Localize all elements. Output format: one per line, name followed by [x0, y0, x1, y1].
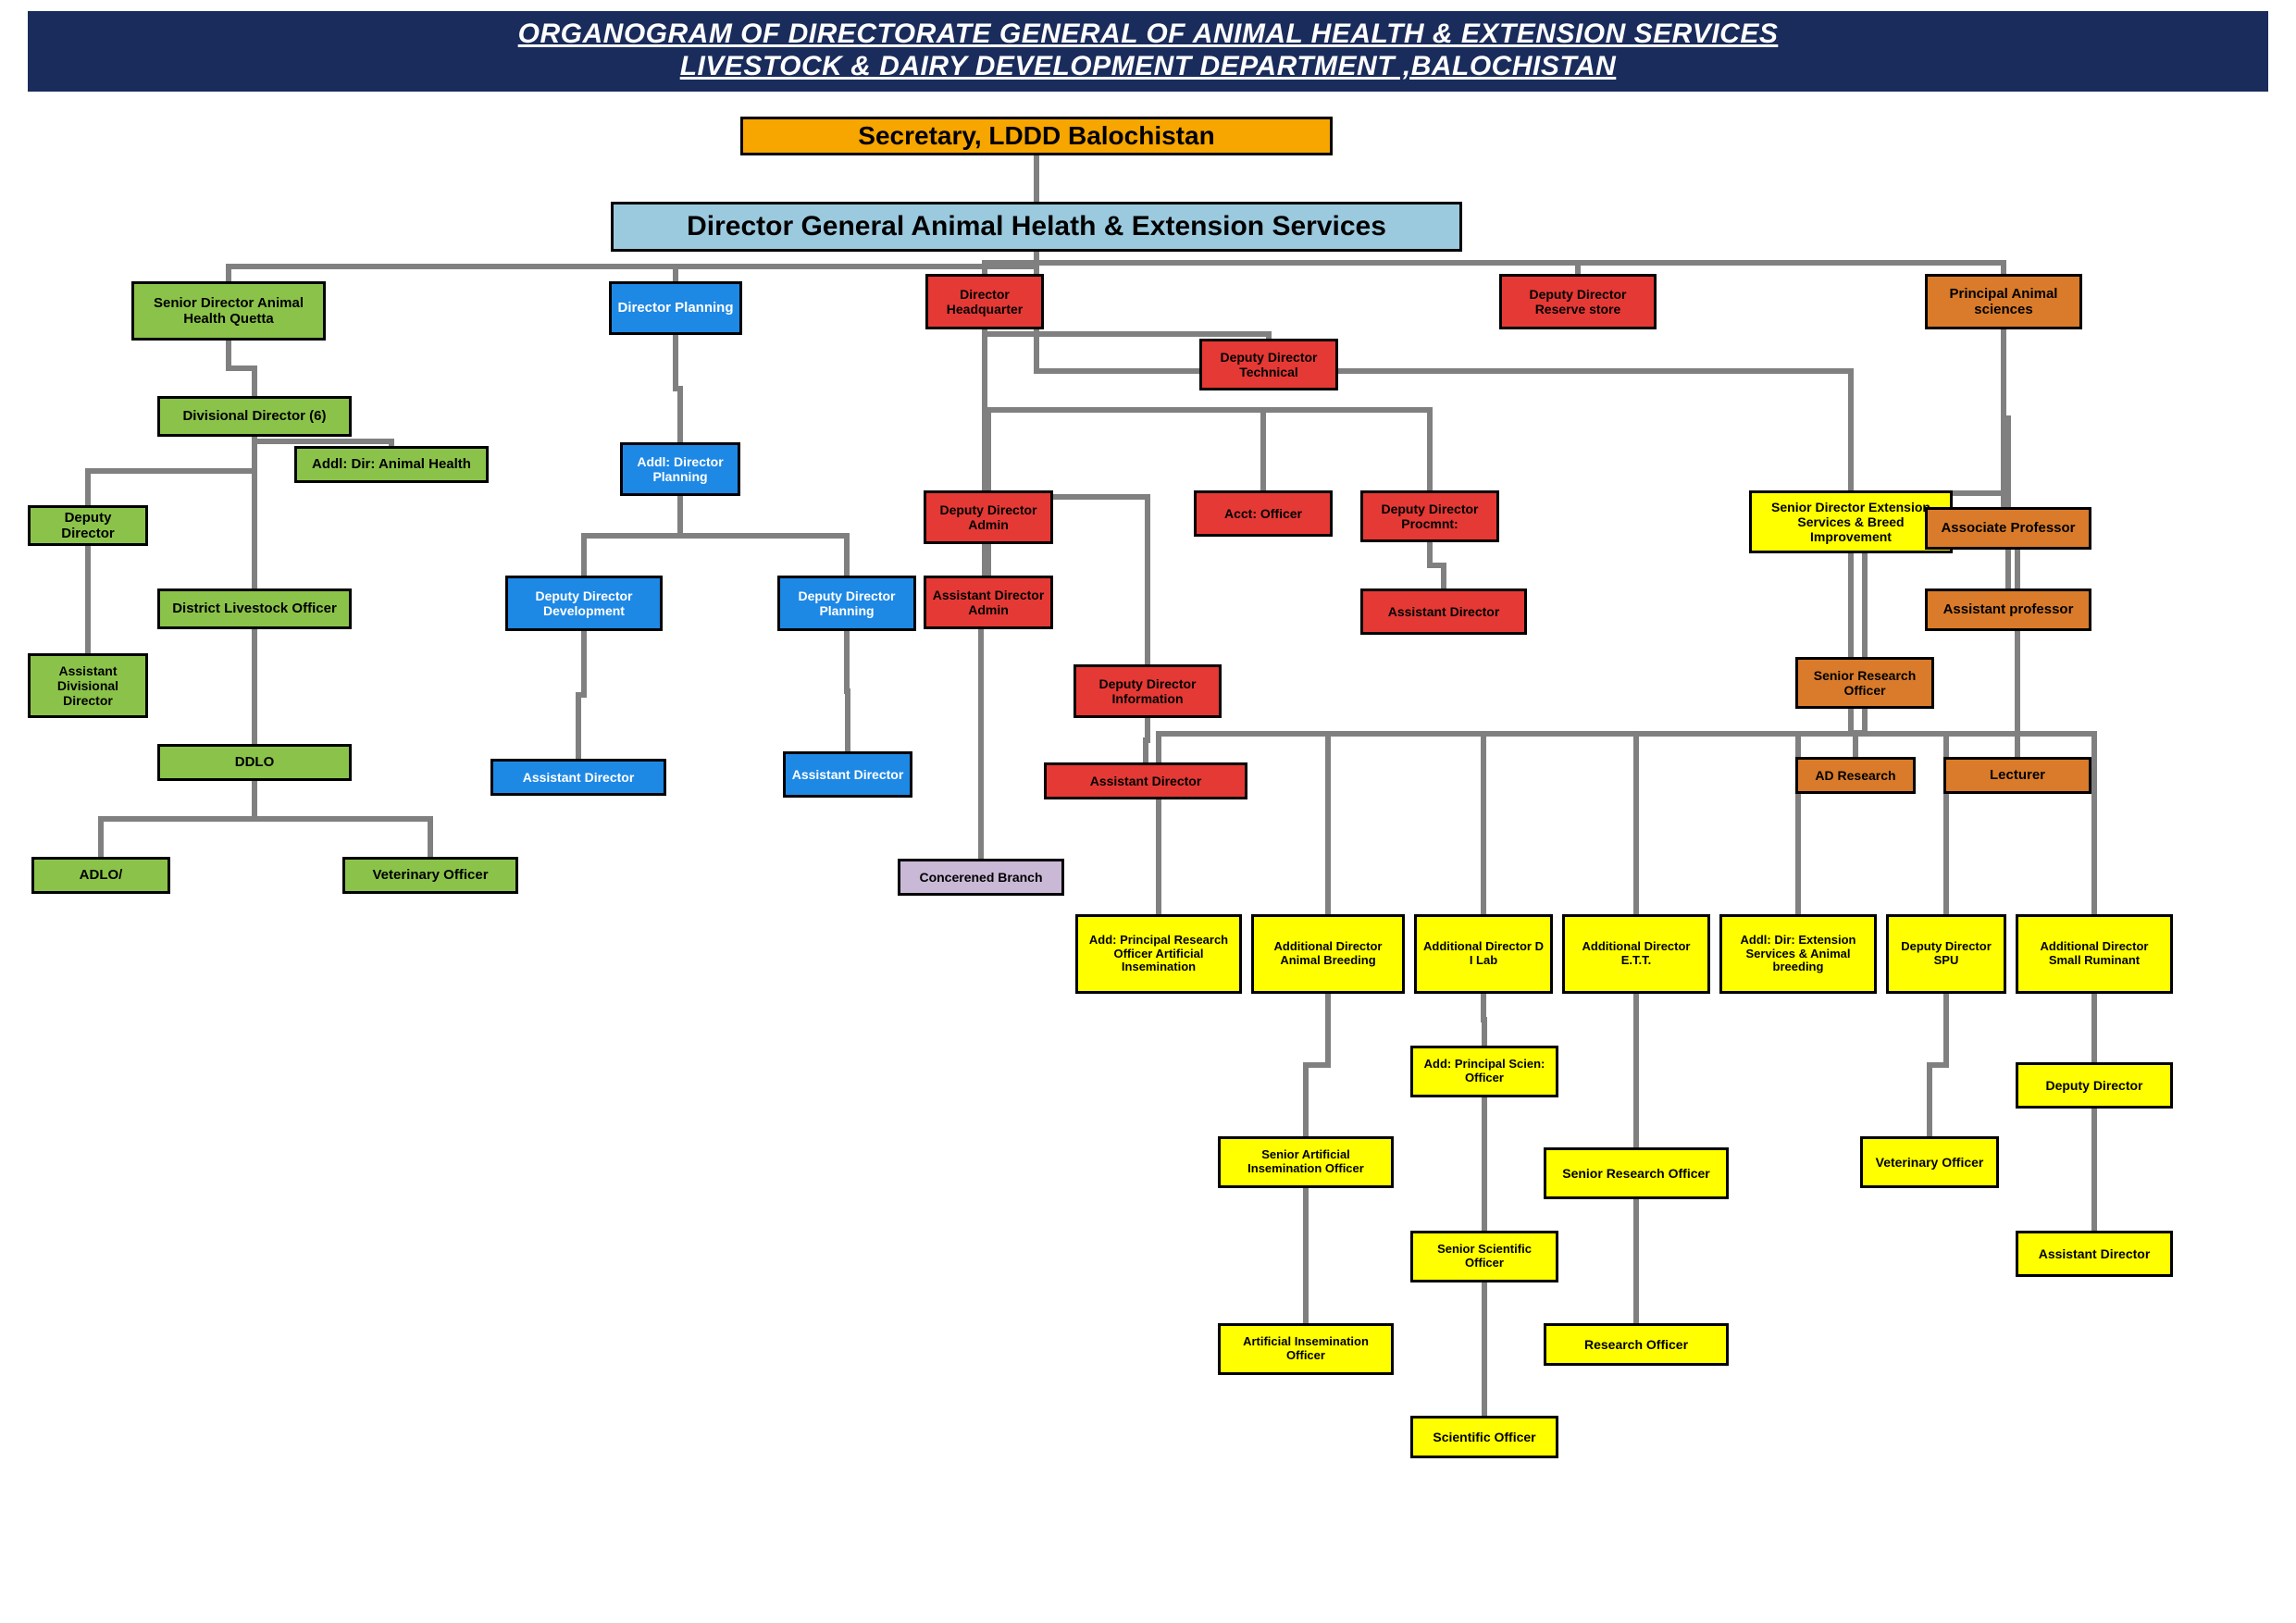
org-node-ddep: Deputy Director [28, 505, 148, 546]
org-node-apso: Add: Principal Scien: Officer [1410, 1046, 1558, 1097]
org-node-adab: Additional Director Animal Breeding [1251, 914, 1405, 994]
org-node-adi: Assistant Director [1044, 762, 1247, 799]
org-node-pas: Principal Animal sciences [1925, 274, 2082, 329]
org-node-adesa: Addl: Dir: Extension Services & Animal b… [1719, 914, 1877, 994]
org-node-so: Scientific Officer [1410, 1416, 1558, 1458]
org-node-adr: Assistant Director [1360, 588, 1527, 635]
org-node-ro: Research Officer [1544, 1323, 1729, 1366]
org-node-dd6: Divisional Director (6) [157, 396, 352, 437]
org-node-aio: Artificial Insemination Officer [1218, 1323, 1394, 1375]
org-node-cb: Concerened Branch [898, 859, 1064, 896]
org-node-adb2: Assistant Director [783, 751, 912, 798]
org-node-aprai: Add: Principal Research Officer Artifici… [1075, 914, 1242, 994]
org-node-sdes: Senior Director Extension Services & Bre… [1749, 490, 1953, 553]
header-line1: ORGANOGRAM OF DIRECTORATE GENERAL OF ANI… [518, 19, 1779, 49]
org-node-ddspu: Deputy Director SPU [1886, 914, 2006, 994]
header-banner: ORGANOGRAM OF DIRECTORATE GENERAL OF ANI… [28, 11, 2268, 92]
org-node-addil: Additional Director D I Lab [1414, 914, 1553, 994]
org-node-ddd: Deputy Director Development [505, 576, 663, 631]
org-node-acct: Acct: Officer [1194, 490, 1333, 537]
org-node-ddt: Deputy Director Technical [1199, 339, 1338, 390]
org-node-srof: Senior Research Officer [1544, 1147, 1729, 1199]
org-node-adah: Addl: Dir: Animal Health [294, 446, 489, 483]
org-node-dp: Director Planning [609, 281, 742, 335]
org-node-ddi: Deputy Director Information [1074, 664, 1222, 718]
org-node-ddlo: DDLO [157, 744, 352, 781]
org-node-sec: Secretary, LDDD Balochistan [740, 117, 1333, 155]
org-node-ad3: Assistant Director [2016, 1231, 2173, 1277]
org-node-dg: Director General Animal Helath & Extensi… [611, 202, 1462, 252]
org-node-dlo: District Livestock Officer [157, 588, 352, 629]
header-line2: LIVESTOCK & DAIRY DEVELOPMENT DEPARTMENT… [680, 51, 1617, 81]
org-node-ddrs: Deputy Director Reserve store [1499, 274, 1657, 329]
org-node-ddp: Deputy Director Planning [777, 576, 916, 631]
org-node-dda: Deputy Director Admin [924, 490, 1053, 544]
org-node-add: Assistant Divisional Director [28, 653, 148, 718]
org-node-adsr: Additional Director Small Ruminant [2016, 914, 2173, 994]
org-node-ap2: Assistant professor [1925, 588, 2091, 631]
org-node-ddpr: Deputy Director Procmnt: [1360, 490, 1499, 542]
org-node-lect: Lecturer [1943, 757, 2091, 794]
org-node-dhq: Director Headquarter [925, 274, 1044, 329]
org-node-adlo: ADLO/ [31, 857, 170, 894]
org-node-dd2: Deputy Director [2016, 1062, 2173, 1109]
org-node-ada: Assistant Director Admin [924, 576, 1053, 629]
org-node-adres: AD Research [1795, 757, 1916, 794]
org-node-saio: Senior Artificial Insemination Officer [1218, 1136, 1394, 1188]
org-node-vo2: Veterinary Officer [1860, 1136, 1999, 1188]
org-node-adp: Addl: Director Planning [620, 442, 740, 496]
org-node-adb: Assistant Director [490, 759, 666, 796]
org-node-vo: Veterinary Officer [342, 857, 518, 894]
org-node-ap1: Associate Professor [1925, 507, 2091, 550]
org-node-sdq: Senior Director Animal Health Quetta [131, 281, 326, 341]
org-node-adett: Additional Director E.T.T. [1562, 914, 1710, 994]
org-node-sro: Senior Research Officer [1795, 657, 1934, 709]
org-node-sso: Senior Scientific Officer [1410, 1231, 1558, 1282]
